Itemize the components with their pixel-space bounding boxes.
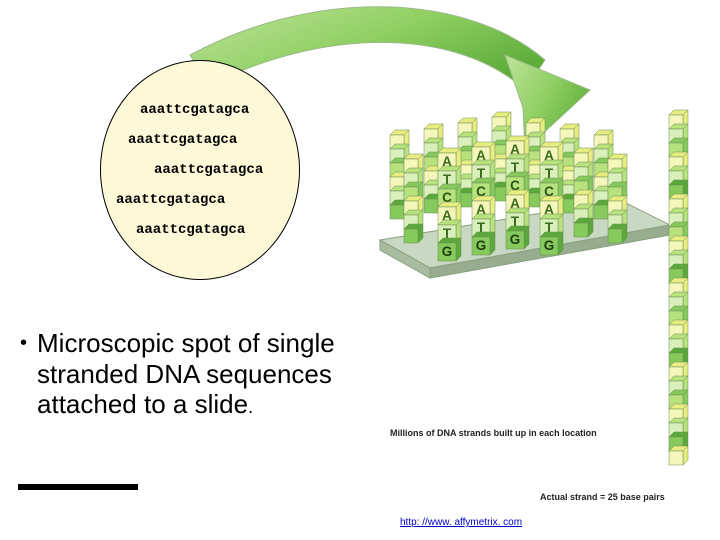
footer-rule xyxy=(18,484,138,490)
seq-text: aaattcgatagca xyxy=(100,132,300,148)
strand-col: A T C A T G xyxy=(540,142,565,262)
strand-col: A T C A T G xyxy=(438,148,463,268)
svg-text:G: G xyxy=(442,244,453,259)
sequence-list: aaattcgatagca aaattcgatagca aaattcgatagc… xyxy=(100,60,300,280)
bullet-dot: • xyxy=(20,328,27,420)
caption-strands: Millions of DNA strands built up in each… xyxy=(390,428,597,438)
strand-col xyxy=(404,154,425,250)
bullet-text: Microscopic spot of single stranded DNA … xyxy=(37,328,380,420)
seq-text: aaattcgatagca xyxy=(100,162,300,178)
strand-col: A T C A T G xyxy=(472,142,497,262)
strand-col xyxy=(574,148,595,244)
chip-diagram: A T C A T G xyxy=(370,90,650,290)
seq-text: aaattcgatagca xyxy=(100,102,300,118)
svg-text:G: G xyxy=(510,232,521,247)
seq-text: aaattcgatagca xyxy=(100,192,300,208)
bullet-period: . xyxy=(248,397,253,417)
bullet-main: Microscopic spot of single stranded DNA … xyxy=(37,328,335,419)
sequence-ellipse: aaattcgatagca aaattcgatagca aaattcgatagc… xyxy=(100,60,300,280)
svg-text:G: G xyxy=(476,238,487,253)
svg-text:G: G xyxy=(544,238,555,253)
seq-text: aaattcgatagca xyxy=(100,222,300,238)
bullet-item: • Microscopic spot of single stranded DN… xyxy=(20,328,380,420)
tall-strand xyxy=(669,110,690,472)
strand-col xyxy=(608,154,629,250)
caption-length: Actual strand = 25 base pairs xyxy=(540,492,665,502)
strand-col: A T C A T G xyxy=(506,136,531,256)
source-link[interactable]: http: //www. affymetrix. com xyxy=(400,517,522,528)
